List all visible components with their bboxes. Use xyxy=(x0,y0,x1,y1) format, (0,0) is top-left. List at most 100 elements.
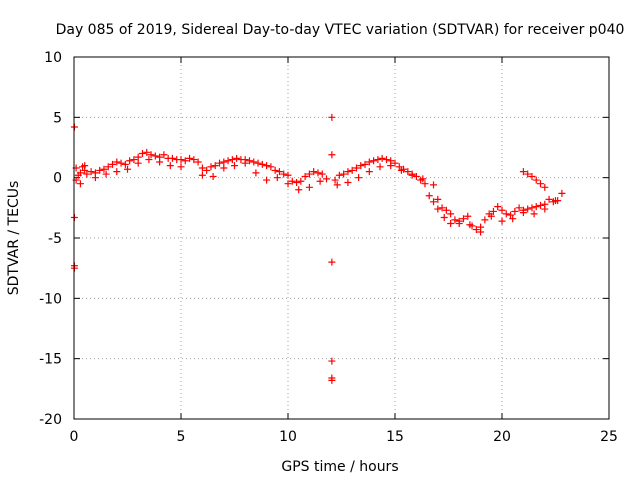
data-point xyxy=(305,183,313,191)
plot-frame xyxy=(73,56,610,420)
y-tick-label: -15 xyxy=(39,352,62,368)
data-point xyxy=(203,166,211,174)
x-tick-label: 10 xyxy=(279,429,297,445)
data-point xyxy=(455,217,463,225)
data-point xyxy=(528,172,536,180)
data-point xyxy=(284,180,292,188)
data-point xyxy=(328,113,336,121)
data-point xyxy=(316,177,324,185)
data-point xyxy=(181,157,189,165)
data-point xyxy=(430,181,438,189)
data-point xyxy=(498,206,506,214)
data-point xyxy=(328,151,336,159)
data-point xyxy=(489,207,497,215)
x-tick-label: 20 xyxy=(493,429,511,445)
data-point xyxy=(357,162,365,170)
data-point xyxy=(391,159,399,167)
data-point xyxy=(333,181,341,189)
data-point xyxy=(524,170,532,178)
data-point xyxy=(166,162,174,170)
data-point xyxy=(134,159,142,167)
data-point xyxy=(81,162,89,170)
data-point xyxy=(209,172,217,180)
data-point xyxy=(430,198,438,206)
data-point xyxy=(328,357,336,365)
data-point xyxy=(121,160,129,168)
data-point xyxy=(419,175,427,183)
data-point xyxy=(104,163,112,171)
data-point xyxy=(532,176,540,184)
data-point xyxy=(254,159,262,167)
data-point xyxy=(117,159,125,167)
data-point xyxy=(109,160,117,168)
data-point xyxy=(528,204,536,212)
data-point xyxy=(532,203,540,211)
data-point xyxy=(295,186,303,194)
data-point xyxy=(537,180,545,188)
data-point xyxy=(335,171,343,179)
data-point xyxy=(459,215,467,223)
data-point xyxy=(310,168,318,176)
data-point xyxy=(466,221,474,229)
data-point xyxy=(305,170,313,178)
data-point xyxy=(494,203,502,211)
data-point xyxy=(102,170,110,178)
data-point xyxy=(301,172,309,180)
data-point xyxy=(447,220,455,228)
data-point xyxy=(194,158,202,166)
data-point xyxy=(477,228,485,236)
data-point xyxy=(190,156,198,164)
data-point xyxy=(250,158,258,166)
data-point xyxy=(434,205,442,213)
data-point xyxy=(328,376,336,384)
data-point xyxy=(331,176,339,184)
x-tick-label: 15 xyxy=(386,429,404,445)
data-point xyxy=(421,180,429,188)
data-point xyxy=(124,165,131,173)
data-point xyxy=(228,156,236,164)
data-point xyxy=(451,216,459,224)
data-point xyxy=(168,154,176,162)
data-point xyxy=(263,162,271,170)
data-point xyxy=(397,166,405,174)
data-point xyxy=(147,151,155,159)
data-point xyxy=(87,168,95,176)
data-point xyxy=(297,177,305,185)
data-point xyxy=(344,168,352,176)
data-point xyxy=(507,211,515,219)
chart-title: Day 085 of 2019, Sidereal Day-to-day VTE… xyxy=(56,22,625,38)
data-point xyxy=(472,226,480,234)
data-point xyxy=(83,170,91,178)
data-point xyxy=(481,216,489,224)
x-tick-label: 5 xyxy=(177,429,186,445)
data-point xyxy=(558,189,566,197)
data-point xyxy=(387,162,395,170)
data-point xyxy=(318,170,326,178)
grid xyxy=(74,57,609,419)
data-point xyxy=(293,178,301,186)
data-point xyxy=(365,168,373,176)
data-point xyxy=(464,212,472,220)
data-point xyxy=(314,169,322,177)
data-point xyxy=(275,168,283,176)
data-point xyxy=(145,156,153,164)
data-point xyxy=(241,159,249,167)
data-point xyxy=(245,157,253,165)
data-point xyxy=(258,160,266,168)
data-point xyxy=(442,206,450,214)
data-point xyxy=(355,174,363,182)
data-point xyxy=(552,197,559,205)
data-point xyxy=(100,165,108,173)
y-axis-label: SDTVAR / TECUs xyxy=(6,181,22,296)
y-tick-label: 0 xyxy=(53,171,62,187)
data-point xyxy=(545,195,553,203)
data-point xyxy=(509,215,517,223)
x-tick-label: 25 xyxy=(600,429,618,445)
data-point xyxy=(395,163,403,171)
data-point xyxy=(284,171,292,179)
data-point xyxy=(511,207,519,215)
data-point xyxy=(96,166,104,174)
data-point xyxy=(376,163,384,171)
data-point xyxy=(263,176,271,184)
